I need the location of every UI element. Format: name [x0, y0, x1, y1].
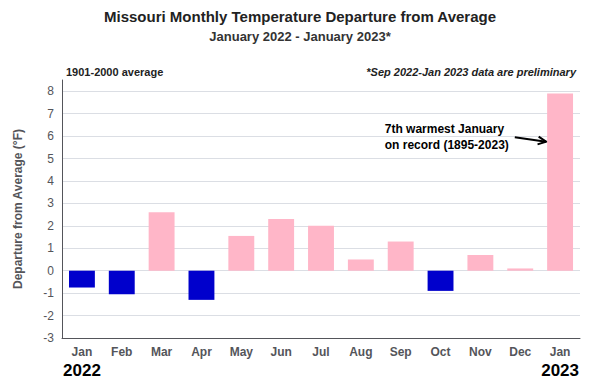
svg-text:-3: -3 — [43, 331, 54, 345]
svg-text:1: 1 — [47, 241, 54, 255]
svg-text:January 2022 - January 2023*: January 2022 - January 2023* — [209, 29, 391, 44]
svg-text:Oct: Oct — [431, 345, 451, 359]
svg-text:5: 5 — [47, 152, 54, 166]
svg-text:Jul: Jul — [312, 345, 329, 359]
svg-text:on record (1895-2023): on record (1895-2023) — [385, 138, 509, 152]
svg-text:Jun: Jun — [270, 345, 291, 359]
svg-text:3: 3 — [47, 196, 54, 210]
svg-text:Departure from Average (°F): Departure from Average (°F) — [11, 129, 25, 289]
svg-text:May: May — [230, 345, 254, 359]
svg-text:Jan: Jan — [550, 345, 571, 359]
svg-text:Nov: Nov — [469, 345, 492, 359]
svg-text:-2: -2 — [43, 309, 54, 323]
svg-text:-1: -1 — [43, 286, 54, 300]
svg-text:8: 8 — [47, 84, 54, 98]
svg-text:6: 6 — [47, 129, 54, 143]
svg-text:2022: 2022 — [63, 361, 101, 380]
svg-text:7: 7 — [47, 107, 54, 121]
svg-text:Dec: Dec — [509, 345, 531, 359]
svg-text:Feb: Feb — [111, 345, 132, 359]
svg-text:4: 4 — [47, 174, 54, 188]
svg-text:Mar: Mar — [151, 345, 173, 359]
svg-text:Aug: Aug — [349, 345, 372, 359]
svg-text:*Sep 2022-Jan 2023 data are pr: *Sep 2022-Jan 2023 data are preliminary — [366, 66, 577, 78]
svg-text:Sep: Sep — [390, 345, 412, 359]
svg-text:1901-2000 average: 1901-2000 average — [66, 66, 163, 78]
svg-text:2: 2 — [47, 219, 54, 233]
svg-text:7th warmest January: 7th warmest January — [385, 122, 505, 136]
svg-text:2023: 2023 — [541, 361, 579, 380]
svg-text:Apr: Apr — [191, 345, 212, 359]
svg-text:Jan: Jan — [72, 345, 93, 359]
svg-text:0: 0 — [47, 264, 54, 278]
svg-text:Missouri Monthly Temperature D: Missouri Monthly Temperature Departure f… — [104, 8, 496, 25]
